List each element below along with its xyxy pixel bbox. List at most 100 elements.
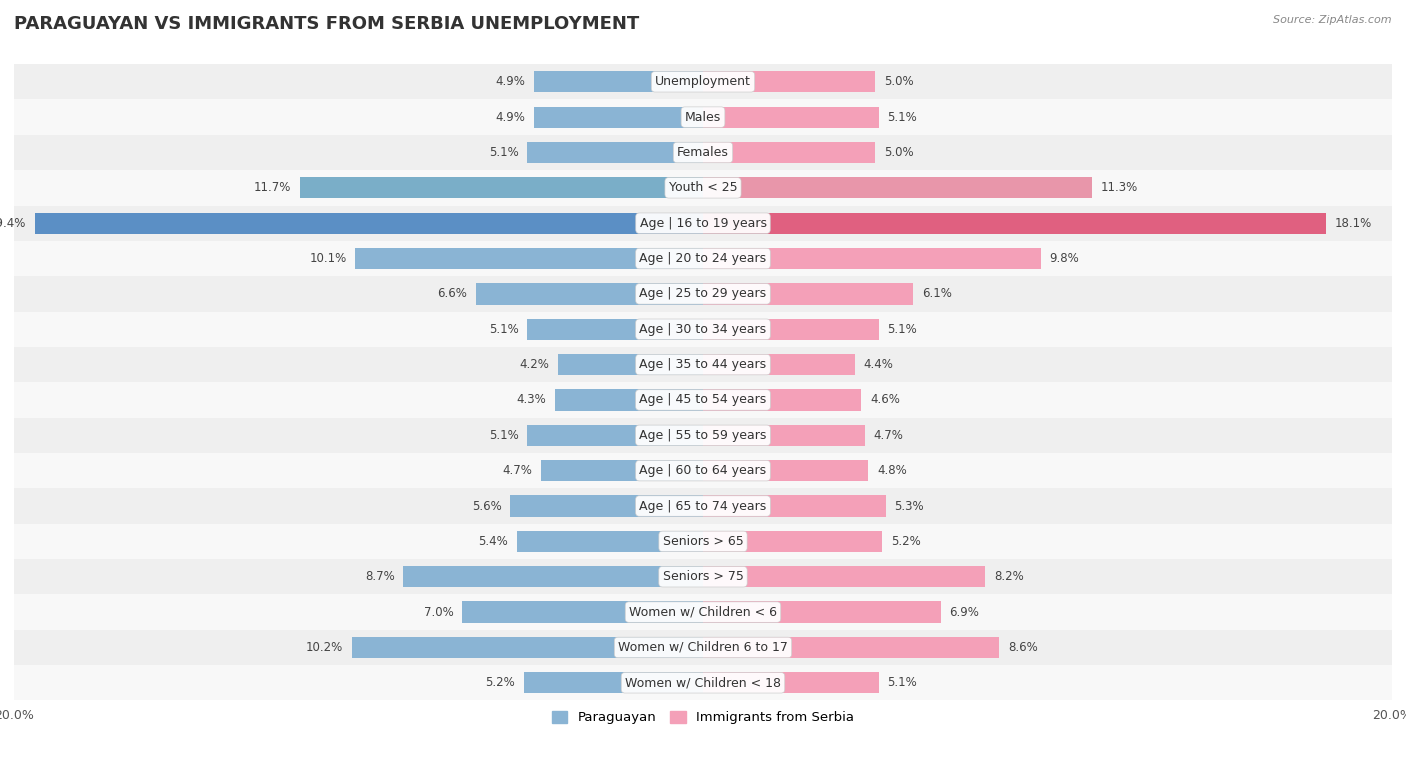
Text: Age | 16 to 19 years: Age | 16 to 19 years (640, 217, 766, 229)
Bar (527, 142, 703, 163)
Legend: Paraguayan, Immigrants from Serbia: Paraguayan, Immigrants from Serbia (547, 706, 859, 730)
Text: PARAGUAYAN VS IMMIGRANTS FROM SERBIA UNEMPLOYMENT: PARAGUAYAN VS IMMIGRANTS FROM SERBIA UNE… (14, 15, 640, 33)
Bar (703, 495, 886, 516)
Text: 8.2%: 8.2% (994, 570, 1024, 583)
Text: 5.4%: 5.4% (478, 535, 509, 548)
Bar (404, 566, 703, 587)
Bar (517, 531, 703, 552)
Text: Seniors > 75: Seniors > 75 (662, 570, 744, 583)
Text: Source: ZipAtlas.com: Source: ZipAtlas.com (1274, 15, 1392, 25)
Text: 19.4%: 19.4% (0, 217, 27, 229)
Bar (703, 602, 941, 623)
Bar (14, 453, 1392, 488)
Text: 7.0%: 7.0% (423, 606, 453, 618)
Bar (475, 283, 703, 304)
Text: Age | 20 to 24 years: Age | 20 to 24 years (640, 252, 766, 265)
Bar (35, 213, 703, 234)
Text: 6.9%: 6.9% (949, 606, 979, 618)
Bar (14, 665, 1392, 700)
Bar (527, 319, 703, 340)
Bar (703, 283, 912, 304)
Bar (703, 566, 986, 587)
Text: 5.1%: 5.1% (887, 322, 917, 336)
Bar (703, 319, 879, 340)
Bar (703, 672, 879, 693)
Text: 4.3%: 4.3% (516, 394, 547, 407)
Text: 4.9%: 4.9% (496, 111, 526, 123)
Bar (14, 241, 1392, 276)
Text: Age | 65 to 74 years: Age | 65 to 74 years (640, 500, 766, 512)
Text: 5.1%: 5.1% (489, 428, 519, 442)
Text: Age | 45 to 54 years: Age | 45 to 54 years (640, 394, 766, 407)
Bar (541, 460, 703, 481)
Text: 8.7%: 8.7% (366, 570, 395, 583)
Text: 5.6%: 5.6% (472, 500, 502, 512)
Bar (14, 418, 1392, 453)
Bar (534, 71, 703, 92)
Text: 5.2%: 5.2% (485, 676, 515, 690)
Bar (534, 107, 703, 128)
Text: Age | 35 to 44 years: Age | 35 to 44 years (640, 358, 766, 371)
Text: Women w/ Children < 18: Women w/ Children < 18 (626, 676, 780, 690)
Bar (524, 672, 703, 693)
Text: 6.6%: 6.6% (437, 288, 467, 301)
Bar (527, 425, 703, 446)
Bar (14, 630, 1392, 665)
Text: Youth < 25: Youth < 25 (669, 182, 737, 195)
Text: 5.1%: 5.1% (887, 676, 917, 690)
Bar (14, 382, 1392, 418)
Bar (703, 389, 862, 410)
Text: Age | 25 to 29 years: Age | 25 to 29 years (640, 288, 766, 301)
Bar (14, 488, 1392, 524)
Bar (703, 177, 1092, 198)
Text: Age | 60 to 64 years: Age | 60 to 64 years (640, 464, 766, 477)
Text: 10.1%: 10.1% (309, 252, 346, 265)
Text: 5.1%: 5.1% (887, 111, 917, 123)
Text: 8.6%: 8.6% (1008, 641, 1038, 654)
Text: 5.1%: 5.1% (489, 322, 519, 336)
Text: Females: Females (678, 146, 728, 159)
Bar (703, 142, 875, 163)
Text: Women w/ Children < 6: Women w/ Children < 6 (628, 606, 778, 618)
Bar (703, 531, 882, 552)
Bar (14, 205, 1392, 241)
Text: 4.7%: 4.7% (873, 428, 904, 442)
Bar (703, 637, 1000, 658)
Bar (703, 71, 875, 92)
Bar (703, 425, 865, 446)
Text: Unemployment: Unemployment (655, 75, 751, 89)
Text: 9.8%: 9.8% (1049, 252, 1078, 265)
Bar (555, 389, 703, 410)
Bar (352, 637, 703, 658)
Text: Women w/ Children 6 to 17: Women w/ Children 6 to 17 (619, 641, 787, 654)
Bar (14, 559, 1392, 594)
Bar (461, 602, 703, 623)
Text: 11.3%: 11.3% (1101, 182, 1137, 195)
Text: 18.1%: 18.1% (1336, 217, 1372, 229)
Bar (14, 64, 1392, 99)
Bar (356, 248, 703, 269)
Text: 5.0%: 5.0% (884, 75, 914, 89)
Bar (14, 347, 1392, 382)
Text: 4.4%: 4.4% (863, 358, 893, 371)
Text: 10.2%: 10.2% (305, 641, 343, 654)
Bar (703, 107, 879, 128)
Bar (14, 135, 1392, 170)
Bar (14, 524, 1392, 559)
Text: 6.1%: 6.1% (922, 288, 952, 301)
Text: Males: Males (685, 111, 721, 123)
Bar (703, 460, 869, 481)
Bar (14, 594, 1392, 630)
Bar (14, 312, 1392, 347)
Text: Age | 30 to 34 years: Age | 30 to 34 years (640, 322, 766, 336)
Bar (14, 276, 1392, 312)
Text: 4.8%: 4.8% (877, 464, 907, 477)
Bar (14, 99, 1392, 135)
Bar (510, 495, 703, 516)
Text: 4.7%: 4.7% (502, 464, 533, 477)
Bar (703, 354, 855, 375)
Bar (558, 354, 703, 375)
Text: Seniors > 65: Seniors > 65 (662, 535, 744, 548)
Text: 5.1%: 5.1% (489, 146, 519, 159)
Text: 4.9%: 4.9% (496, 75, 526, 89)
